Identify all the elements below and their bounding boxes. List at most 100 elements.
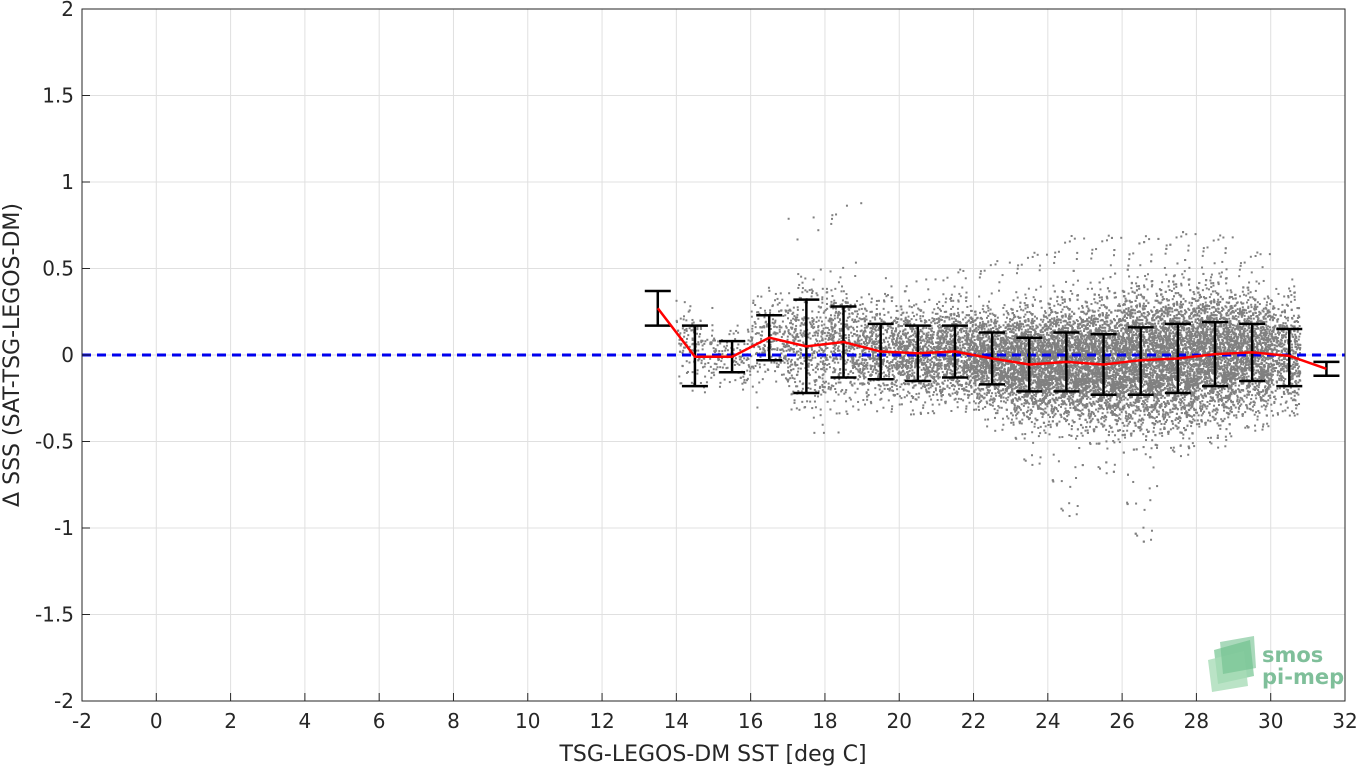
scatter-point: [878, 358, 881, 361]
scatter-point: [829, 334, 832, 337]
scatter-point: [874, 329, 877, 332]
scatter-point: [841, 299, 844, 302]
scatter-point: [678, 375, 681, 378]
scatter-point: [888, 373, 891, 376]
scatter-point: [803, 359, 806, 362]
scatter-point: [810, 363, 813, 366]
scatter-point: [987, 336, 990, 339]
scatter-point: [832, 367, 835, 370]
scatter-point: [1033, 422, 1036, 425]
scatter-point: [957, 337, 960, 340]
scatter-point: [790, 368, 793, 371]
scatter-point: [817, 305, 820, 308]
scatter-point: [970, 379, 973, 382]
scatter-point: [781, 342, 784, 345]
scatter-point: [740, 355, 743, 358]
scatter-point: [809, 337, 812, 340]
scatter-point: [829, 356, 832, 359]
scatter-point: [905, 322, 908, 325]
scatter-point: [720, 360, 723, 363]
scatter-point: [838, 338, 841, 341]
scatter-point: [855, 315, 858, 318]
scatter-point: [862, 330, 865, 333]
scatter-point: [1044, 347, 1047, 350]
scatter-point: [1007, 327, 1010, 330]
scatter-point: [927, 341, 930, 344]
scatter-point: [925, 346, 928, 349]
scatter-point: [877, 383, 880, 386]
scatter-point: [1017, 329, 1020, 332]
scatter-point: [942, 279, 945, 282]
scatter-point: [848, 326, 851, 329]
scatter-point: [937, 348, 940, 351]
scatter-point: [986, 360, 989, 363]
scatter-point: [812, 416, 815, 419]
scatter-point: [881, 348, 884, 351]
scatter-point: [890, 316, 893, 319]
scatter-point: [946, 354, 949, 357]
scatter-point: [959, 347, 962, 350]
scatter-point: [1003, 356, 1006, 359]
scatter-point: [737, 331, 740, 334]
scatter-point: [862, 399, 865, 402]
scatter-point: [833, 299, 836, 302]
scatter-point: [683, 331, 686, 334]
scatter-point: [909, 367, 912, 370]
scatter-point: [807, 355, 810, 358]
scatter-point: [870, 338, 873, 341]
scatter-point: [988, 399, 991, 402]
scatter-point: [985, 394, 988, 397]
scatter-point: [1014, 409, 1017, 412]
scatter-point: [819, 408, 822, 411]
scatter-point: [725, 354, 728, 357]
scatter-point: [902, 342, 905, 345]
scatter-point: [1008, 358, 1011, 361]
scatter-point: [971, 317, 974, 320]
scatter-point: [965, 354, 968, 357]
scatter-point: [1004, 350, 1007, 353]
scatter-point: [795, 318, 798, 321]
scatter-point: [892, 334, 895, 337]
scatter-point: [891, 373, 894, 376]
scatter-point: [752, 302, 755, 305]
scatter-point: [918, 348, 921, 351]
scatter-point: [797, 390, 800, 393]
scatter-point: [875, 303, 878, 306]
scatter-point: [838, 378, 841, 381]
scatter-point: [811, 324, 814, 327]
scatter-point: [981, 374, 984, 377]
scatter-point: [911, 374, 914, 377]
scatter-point: [816, 294, 819, 297]
scatter-point: [983, 392, 986, 395]
scatter-point: [897, 323, 900, 326]
scatter-point: [992, 360, 995, 363]
scatter-point: [879, 317, 882, 320]
scatter-point: [930, 398, 933, 401]
scatter-point: [1040, 388, 1043, 391]
scatter-point: [851, 318, 854, 321]
scatter-point: [703, 391, 706, 394]
scatter-point: [1006, 399, 1009, 402]
scatter-point: [981, 357, 984, 360]
scatter-point: [880, 320, 883, 323]
scatter-point: [1031, 454, 1034, 457]
scatter-point: [937, 377, 940, 380]
scatter-point: [975, 366, 978, 369]
scatter-point: [992, 397, 995, 400]
scatter-point: [903, 290, 906, 293]
scatter-point: [857, 336, 860, 339]
scatter-point: [881, 361, 884, 364]
scatter-point: [980, 352, 983, 355]
scatter-point: [893, 333, 896, 336]
scatter-point: [837, 393, 840, 396]
scatter-point: [1046, 368, 1049, 371]
scatter-point: [837, 361, 840, 364]
scatter-point: [891, 361, 894, 364]
scatter-point: [936, 399, 939, 402]
scatter-point: [972, 321, 975, 324]
scatter-point: [898, 370, 901, 373]
scatter-point: [948, 357, 951, 360]
scatter-point: [713, 374, 716, 377]
scatter-point: [925, 370, 928, 373]
scatter-point: [840, 303, 843, 306]
